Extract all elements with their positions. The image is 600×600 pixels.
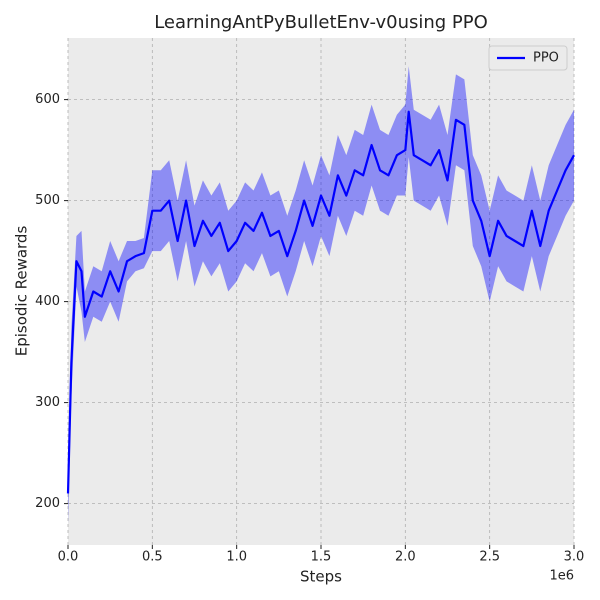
y-axis-label: Episodic Rewards bbox=[13, 226, 31, 357]
x-tick-label: 1.5 bbox=[311, 550, 332, 565]
x-tick-label: 2.5 bbox=[479, 550, 500, 565]
x-tick-label: 0.5 bbox=[142, 550, 163, 565]
x-tick-label: 3.0 bbox=[564, 550, 585, 565]
legend-box bbox=[488, 45, 568, 71]
x-offset-label: 1e6 bbox=[549, 569, 574, 584]
x-tick-label: 1.0 bbox=[226, 550, 247, 565]
y-tick-label: 400 bbox=[35, 294, 60, 309]
y-tick-label: 500 bbox=[35, 193, 60, 208]
chart-title: LearningAntPyBulletEnv-v0using PPO bbox=[154, 12, 488, 33]
legend-label: PPO bbox=[533, 51, 559, 66]
x-tick-label: 2.0 bbox=[395, 550, 416, 565]
y-tick-label: 600 bbox=[35, 92, 60, 107]
y-tick-label: 300 bbox=[35, 395, 60, 410]
line bbox=[66, 110, 575, 494]
x-axis-label: Steps bbox=[300, 568, 342, 586]
y-tick-label: 200 bbox=[35, 496, 60, 511]
x-tick-label: 0.0 bbox=[58, 550, 79, 565]
